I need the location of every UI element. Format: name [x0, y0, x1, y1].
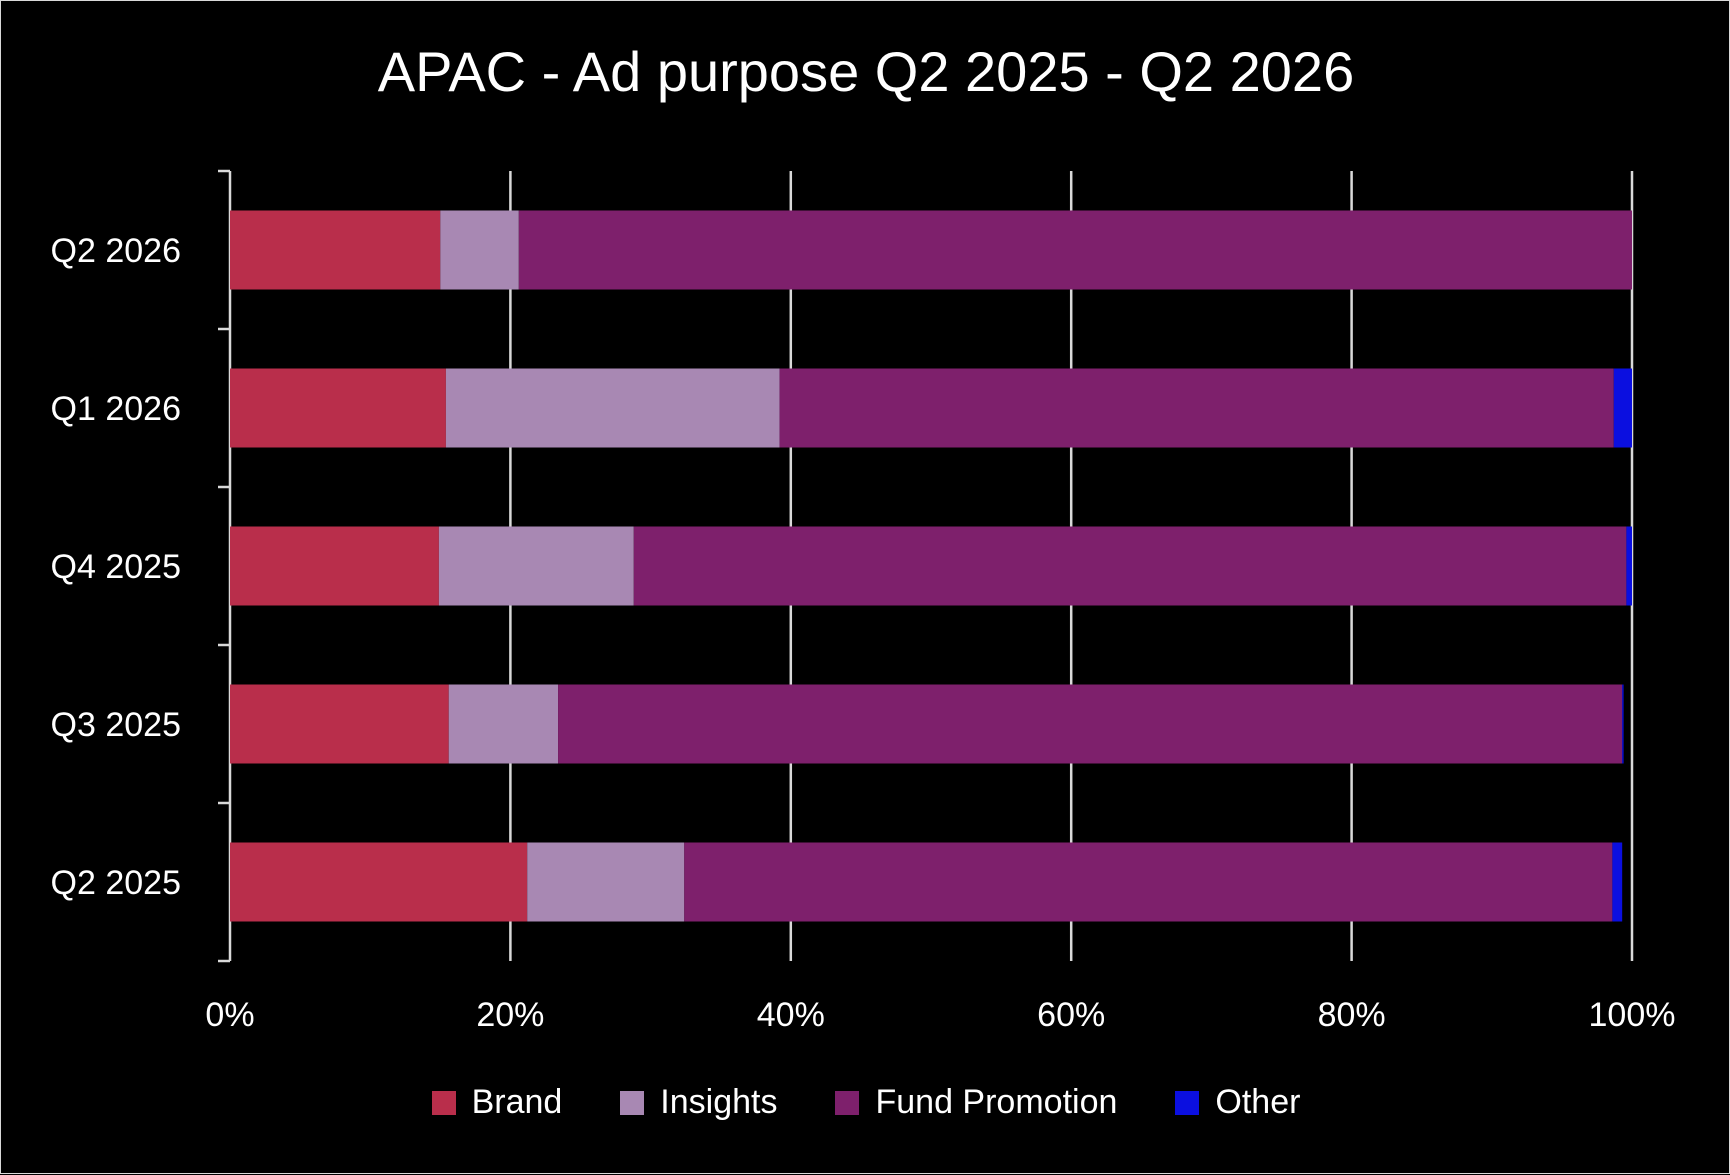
x-tick-label: 100%	[1589, 996, 1676, 1034]
legend-item: Other	[1175, 1083, 1300, 1122]
bar-other	[1622, 684, 1624, 764]
bar-brand	[230, 842, 528, 922]
legend-label: Brand	[471, 1083, 563, 1121]
bar-insights	[438, 526, 634, 606]
legend-swatch	[431, 1090, 456, 1115]
legend-label: Insights	[660, 1083, 778, 1121]
x-tick-label: 20%	[476, 996, 544, 1034]
bar-brand	[230, 684, 449, 764]
legend-label: Other	[1215, 1083, 1301, 1121]
legend-item: Brand	[431, 1083, 563, 1122]
chart-legend: Brand Insights Fund Promotion Other	[1, 1083, 1730, 1122]
y-category-label: Q3 2025	[51, 706, 181, 744]
bar-fund-promotion	[518, 210, 1632, 290]
bar-insights	[440, 210, 519, 290]
bar-fund-promotion	[633, 526, 1627, 606]
bar-insights	[445, 368, 780, 448]
y-category-label: Q2 2026	[51, 232, 181, 270]
chart-title: APAC - Ad purpose Q2 2025 - Q2 2026	[377, 40, 1355, 103]
bar-fund-promotion	[779, 368, 1614, 448]
y-category-label: Q2 2025	[51, 864, 181, 902]
bar-other	[1626, 526, 1632, 606]
bar-fund-promotion	[558, 684, 1623, 764]
legend-label: Fund Promotion	[875, 1083, 1118, 1121]
x-tick-label: 0%	[205, 996, 254, 1034]
legend-swatch	[835, 1090, 860, 1115]
bar-insights	[448, 684, 559, 764]
legend-item: Insights	[620, 1083, 777, 1122]
bar-brand	[230, 526, 439, 606]
legend-swatch	[1175, 1090, 1200, 1115]
y-category-label: Q4 2025	[51, 548, 181, 586]
y-category-label: Q1 2026	[51, 390, 181, 428]
bar-brand	[230, 210, 441, 290]
bar-brand	[230, 368, 446, 448]
x-tick-label: 60%	[1037, 996, 1105, 1034]
legend-item: Fund Promotion	[835, 1083, 1117, 1122]
bar-insights	[527, 842, 685, 922]
bar-other	[1612, 842, 1623, 922]
bar-other	[1613, 368, 1632, 448]
x-tick-label: 80%	[1318, 996, 1386, 1034]
x-tick-label: 40%	[757, 996, 825, 1034]
legend-swatch	[620, 1090, 645, 1115]
bar-fund-promotion	[684, 842, 1613, 922]
